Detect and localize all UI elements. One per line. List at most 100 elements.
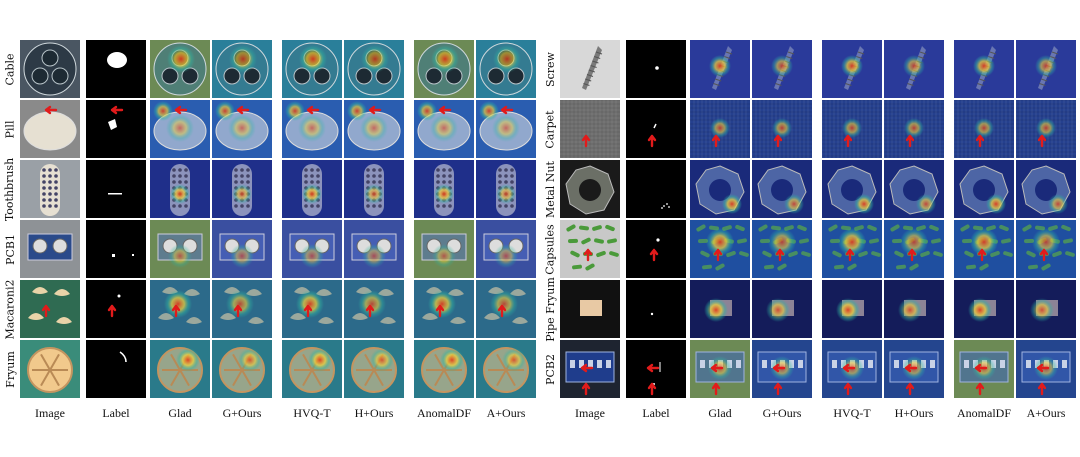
anomaly-heatmap-image bbox=[282, 160, 342, 218]
anomaly-heatmap-image bbox=[752, 100, 812, 158]
anomaly-mask-image bbox=[86, 280, 146, 338]
row-label-pcb2: PCB2 bbox=[542, 340, 558, 398]
cell-fryum-hvq-t bbox=[282, 340, 342, 398]
cell-pill-label bbox=[86, 100, 146, 158]
anomaly-heatmap-image bbox=[150, 40, 210, 98]
cell-pipefryum-anomaldf bbox=[954, 280, 1014, 338]
cell-fryum-a-ours bbox=[476, 340, 536, 398]
sample-image bbox=[20, 160, 80, 218]
cell-cable-hvq-t bbox=[282, 40, 342, 98]
row-label-capsules: Capsules bbox=[542, 220, 558, 278]
anomaly-heatmap-image bbox=[476, 40, 536, 98]
cell-toothbrush-h-ours bbox=[344, 160, 404, 218]
cell-macaroni-glad bbox=[150, 280, 210, 338]
cell-metalnut-label bbox=[626, 160, 686, 218]
cell-pill-h-ours bbox=[344, 100, 404, 158]
anomaly-heatmap-image bbox=[212, 160, 272, 218]
row-label-cable: Cable bbox=[2, 40, 18, 98]
anomaly-heatmap-image bbox=[752, 340, 812, 398]
anomaly-heatmap-image bbox=[150, 220, 210, 278]
cell-carpet-image bbox=[560, 100, 620, 158]
column-label: Label bbox=[102, 406, 130, 420]
cell-capsules-image bbox=[560, 220, 620, 278]
cell-fryum-g-ours bbox=[212, 340, 272, 398]
anomaly-heatmap-image bbox=[954, 160, 1014, 218]
row-label-text: Metal Nut bbox=[543, 160, 557, 218]
cell-pcb2-anomaldf bbox=[954, 340, 1014, 398]
anomaly-heatmap-image bbox=[1016, 280, 1076, 338]
cell-cable-g-ours bbox=[212, 40, 272, 98]
anomaly-heatmap-image bbox=[344, 100, 404, 158]
column-label: G+Ours bbox=[222, 406, 262, 420]
anomaly-heatmap-image bbox=[884, 160, 944, 218]
cell-pcb1-h-ours bbox=[344, 220, 404, 278]
cell-macaroni-anomaldf bbox=[414, 280, 474, 338]
anomaly-heatmap-image bbox=[822, 340, 882, 398]
cell-cable-glad bbox=[150, 40, 210, 98]
column-label: Label bbox=[642, 406, 670, 420]
anomaly-heatmap-image bbox=[752, 280, 812, 338]
cell-macaroni-a-ours bbox=[476, 280, 536, 338]
cell-macaroni-hvq-t bbox=[282, 280, 342, 338]
anomaly-heatmap-image bbox=[1016, 40, 1076, 98]
anomaly-heatmap-image bbox=[752, 160, 812, 218]
row-label-macaroni: Macaroni2 bbox=[2, 278, 18, 340]
anomaly-heatmap-image bbox=[690, 160, 750, 218]
cell-metalnut-image bbox=[560, 160, 620, 218]
anomaly-heatmap-image bbox=[954, 220, 1014, 278]
anomaly-heatmap-image bbox=[884, 100, 944, 158]
cell-fryum-image bbox=[20, 340, 80, 398]
cell-toothbrush-g-ours bbox=[212, 160, 272, 218]
anomaly-heatmap-image bbox=[414, 160, 474, 218]
cell-pipefryum-hvq-t bbox=[822, 280, 882, 338]
cell-pcb1-image bbox=[20, 220, 80, 278]
column-label: Glad bbox=[708, 406, 732, 420]
column-label: AnomalDF bbox=[957, 406, 1011, 420]
cell-pcb2-g-ours bbox=[752, 340, 812, 398]
cell-pcb1-g-ours bbox=[212, 220, 272, 278]
row-label-text: Macaroni2 bbox=[3, 278, 17, 340]
cell-carpet-hvq-t bbox=[822, 100, 882, 158]
column-label: G+Ours bbox=[762, 406, 802, 420]
anomaly-heatmap-image bbox=[282, 220, 342, 278]
anomaly-heatmap-image bbox=[884, 40, 944, 98]
anomaly-heatmap-image bbox=[282, 280, 342, 338]
anomaly-heatmap-image bbox=[282, 340, 342, 398]
cell-fryum-anomaldf bbox=[414, 340, 474, 398]
anomaly-heatmap-image bbox=[414, 100, 474, 158]
sample-image bbox=[20, 280, 80, 338]
cell-carpet-glad bbox=[690, 100, 750, 158]
anomaly-heatmap-image bbox=[344, 160, 404, 218]
anomaly-heatmap-image bbox=[954, 100, 1014, 158]
cell-cable-h-ours bbox=[344, 40, 404, 98]
cell-pcb1-glad bbox=[150, 220, 210, 278]
anomaly-heatmap-image bbox=[822, 100, 882, 158]
row-label-text: Fryum bbox=[3, 350, 17, 388]
cell-carpet-a-ours bbox=[1016, 100, 1076, 158]
sample-image bbox=[560, 340, 620, 398]
row-label-toothbrush: Toothbrush bbox=[2, 157, 18, 220]
cell-screw-hvq-t bbox=[822, 40, 882, 98]
cell-pill-glad bbox=[150, 100, 210, 158]
anomaly-heatmap-image bbox=[752, 220, 812, 278]
anomaly-heatmap-image bbox=[690, 340, 750, 398]
cell-pill-anomaldf bbox=[414, 100, 474, 158]
cell-pcb2-a-ours bbox=[1016, 340, 1076, 398]
sample-image bbox=[20, 220, 80, 278]
row-label-text: Pill bbox=[3, 120, 17, 138]
anomaly-mask-image bbox=[86, 100, 146, 158]
anomaly-heatmap-image bbox=[954, 280, 1014, 338]
anomaly-heatmap-image bbox=[282, 100, 342, 158]
cell-capsules-g-ours bbox=[752, 220, 812, 278]
sample-image bbox=[560, 160, 620, 218]
anomaly-heatmap-image bbox=[954, 340, 1014, 398]
cell-carpet-label bbox=[626, 100, 686, 158]
sample-image bbox=[560, 100, 620, 158]
cell-cable-image bbox=[20, 40, 80, 98]
column-label: H+Ours bbox=[894, 406, 934, 420]
cell-pipefryum-g-ours bbox=[752, 280, 812, 338]
sample-image bbox=[560, 280, 620, 338]
cell-metalnut-anomaldf bbox=[954, 160, 1014, 218]
cell-pcb1-label bbox=[86, 220, 146, 278]
anomaly-heatmap-image bbox=[954, 40, 1014, 98]
